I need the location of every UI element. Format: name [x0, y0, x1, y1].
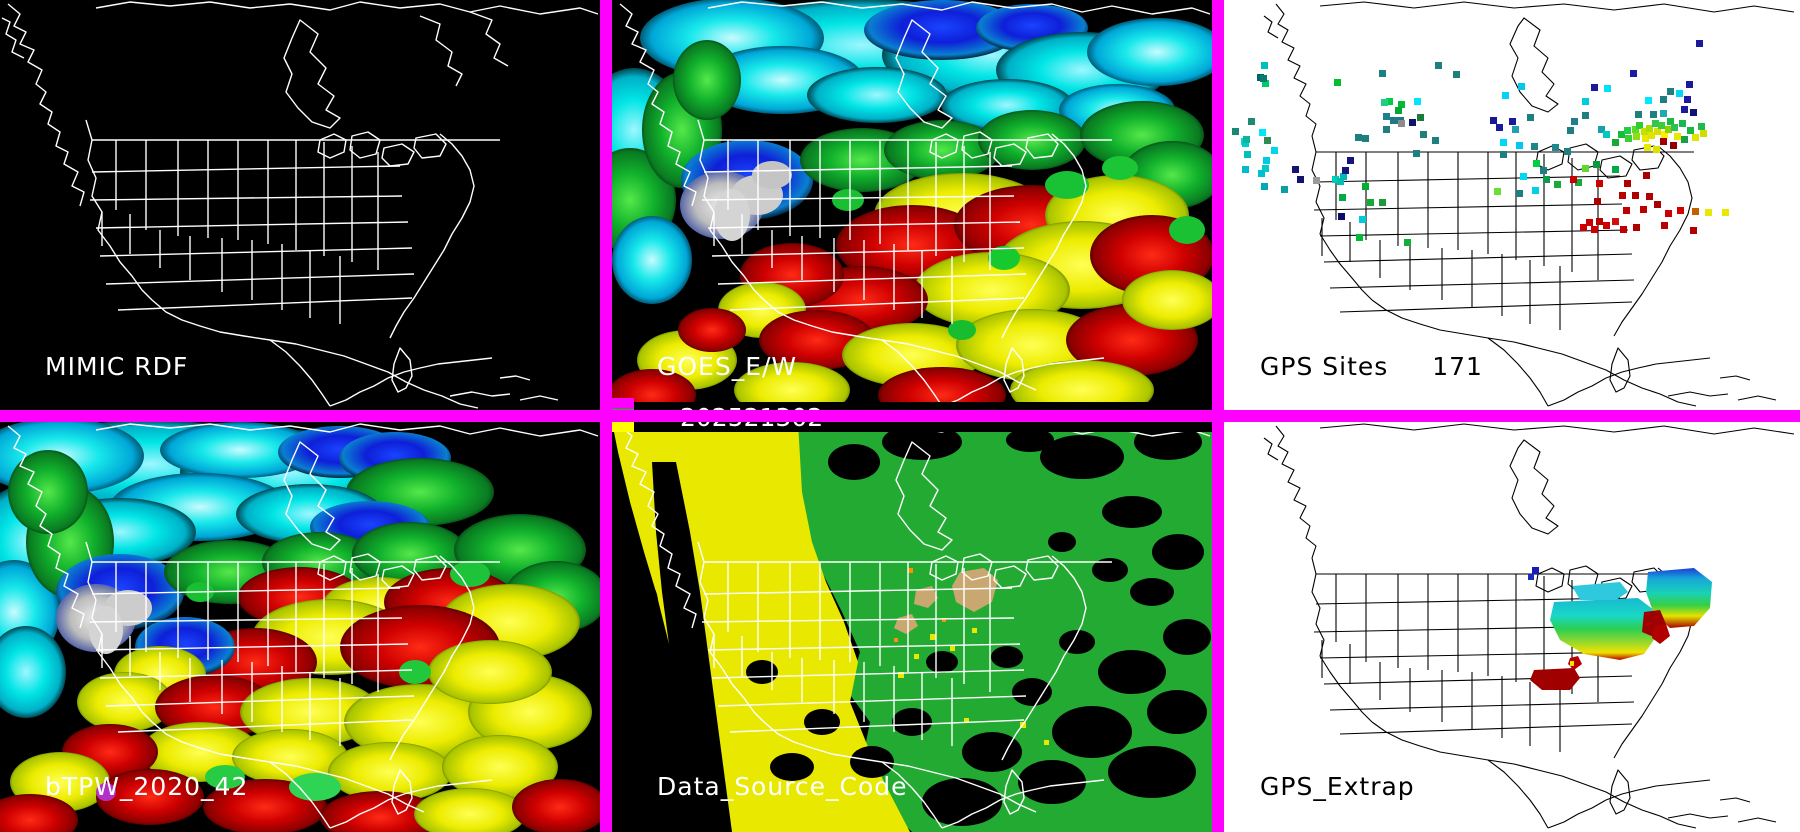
- divider-vertical-right-lower: [1212, 422, 1224, 832]
- colorbar-stop-yellow: [612, 421, 634, 432]
- panel-mimic-rdf[interactable]: MIMIC RDF: [0, 0, 600, 410]
- gps-site-markers: [1232, 40, 1729, 246]
- divider-vertical-left-lower: [600, 422, 612, 832]
- map-gps-sites: [1224, 0, 1800, 410]
- colorbar-stop-magenta: [612, 398, 634, 409]
- divider-vertical-left: [600, 0, 612, 410]
- panel-gps-extrap[interactable]: GPS_Extrap: [1224, 422, 1800, 832]
- panel-data-source-code[interactable]: Data_Source_Code: [612, 422, 1212, 832]
- gps-extrap-regions: [1528, 567, 1712, 690]
- divider-horizontal: [0, 410, 1800, 422]
- map-data-source-code: [612, 422, 1212, 832]
- map-gps-extrap: [1224, 422, 1800, 832]
- panel-gps-sites[interactable]: GPS Sites 171: [1224, 0, 1800, 410]
- panel-btpw[interactable]: bTPW_2020_42: [0, 422, 600, 832]
- map-goes-ew: [612, 0, 1212, 410]
- panel-goes-ew[interactable]: GOES_E/W: [612, 0, 1212, 410]
- map-mimic-rdf: [1, 1, 599, 409]
- divider-vertical-right: [1212, 0, 1224, 410]
- map-btpw: [0, 422, 600, 832]
